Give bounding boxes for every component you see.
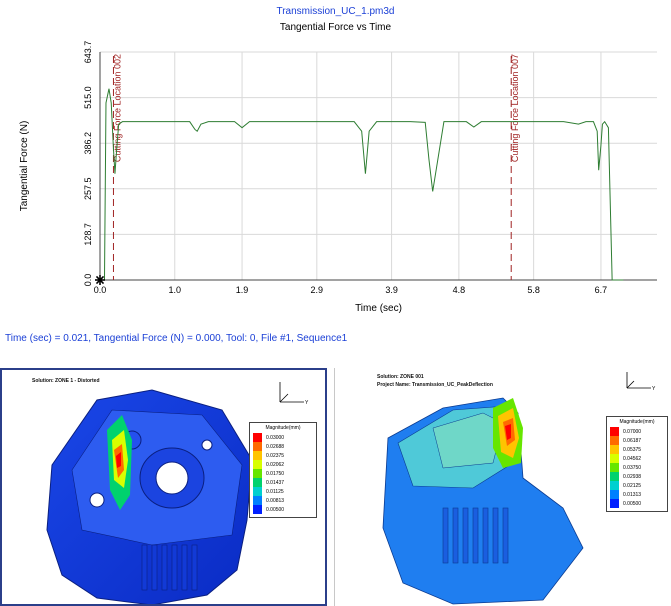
legend-value: 0.04562 [623, 455, 642, 462]
right-axis-triad-icon: Y [626, 372, 656, 392]
legend-row: 0.02688 [250, 442, 316, 451]
left-solution-label: Solution: ZONE 1 - Distorted [32, 378, 100, 384]
legend-value: 0.03000 [266, 434, 285, 441]
cursor-readout: Time (sec) = 0.021, Tangential Force (N)… [5, 333, 348, 344]
x-tick-label: 3.9 [385, 285, 398, 295]
right-color-legend: Magnitude(mm) 0.07000 0.06187 0.05375 0.045… [606, 416, 668, 512]
legend-value: 0.02375 [266, 452, 285, 459]
left-gearbox-render [46, 389, 253, 604]
legend-row: 0.02938 [607, 472, 667, 481]
y-axis-label: Tangential Force (N) [19, 121, 30, 212]
legend-row: 0.02125 [607, 481, 667, 490]
legend-swatch [253, 460, 262, 469]
legend-swatch [610, 490, 619, 499]
legend-swatch [253, 469, 262, 478]
y-tick-label: 386.2 [83, 132, 93, 155]
legend-swatch [253, 478, 262, 487]
file-name-label: Transmission_UC_1.pm3d [276, 6, 395, 17]
left-legend-title: Magnitude(mm) [265, 425, 301, 431]
x-tick-label: 1.0 [169, 285, 182, 295]
y-tick-label: 0.0 [83, 274, 93, 287]
force-time-chart[interactable]: 0.0 1.0 1.9 2.9 3.9 4.8 5.8 6.7 0.0 128.7 257.5 386… [0, 0, 671, 320]
legend-swatch [253, 487, 262, 496]
legend-row: 0.06187 [607, 436, 667, 445]
x-tick-label: 6.7 [595, 285, 608, 295]
legend-row: 0.07000 [607, 427, 667, 436]
y-tick-label: 128.7 [83, 223, 93, 246]
legend-swatch [610, 463, 619, 472]
legend-value: 0.05375 [623, 446, 642, 453]
legend-swatch [610, 472, 619, 481]
right-legend-title: Magnitude(mm) [619, 419, 655, 425]
legend-row: 0.00500 [607, 499, 667, 508]
legend-row: 0.00813 [250, 496, 316, 505]
legend-swatch [610, 445, 619, 454]
legend-row: 0.02062 [250, 460, 316, 469]
left-model-view[interactable]: Solution: ZONE 1 - Distorted Y [0, 368, 327, 606]
legend-swatch [253, 433, 262, 442]
series-line [100, 88, 624, 281]
legend-row: 0.03750 [607, 463, 667, 472]
legend-value: 0.06187 [623, 437, 642, 444]
legend-value: 0.00500 [266, 506, 285, 513]
legend-value: 0.00500 [623, 500, 642, 507]
y-tick-label: 643.7 [83, 41, 93, 64]
left-axis-triad-icon: Y [279, 382, 309, 406]
legend-swatch [253, 505, 262, 514]
legend-swatch [610, 436, 619, 445]
legend-swatch [610, 481, 619, 490]
marker-label: Cutting Force Location 002 [112, 54, 122, 162]
right-model-view[interactable]: Solution: ZONE 001 Project Name: Transmi… [343, 368, 671, 606]
legend-swatch [253, 496, 262, 505]
y-tick-label: 515.0 [83, 86, 93, 109]
legend-value: 0.02688 [266, 443, 285, 450]
legend-value: 0.01125 [266, 488, 284, 495]
right-gearbox-render [382, 397, 584, 605]
legend-value: 0.07000 [623, 428, 642, 435]
view-divider [334, 368, 335, 606]
x-tick-label: 5.8 [527, 285, 540, 295]
legend-row: 0.01125 [250, 487, 316, 496]
marker-label: Cutting Force Location 007 [510, 54, 520, 162]
legend-row: 0.04562 [607, 454, 667, 463]
legend-swatch [610, 499, 619, 508]
legend-row: 0.01313 [607, 490, 667, 499]
legend-swatch [253, 451, 262, 460]
legend-row: 0.05375 [607, 445, 667, 454]
legend-value: 0.02125 [623, 482, 642, 489]
legend-swatch [253, 442, 262, 451]
x-tick-label: 1.9 [236, 285, 249, 295]
legend-row: 0.03000 [250, 433, 316, 442]
legend-value: 0.03750 [623, 464, 642, 471]
x-tick-label: 4.8 [453, 285, 466, 295]
legend-value: 0.02062 [266, 461, 285, 468]
legend-value: 0.01437 [266, 479, 285, 486]
legend-value: 0.02938 [623, 473, 642, 480]
legend-row: 0.00500 [250, 505, 316, 514]
cursor-star-icon[interactable] [95, 275, 105, 285]
legend-value: 0.00813 [266, 497, 285, 504]
legend-swatch [610, 454, 619, 463]
legend-row: 0.01750 [250, 469, 316, 478]
right-project-label: Project Name: Transmission_UC_PeakDeflec… [377, 382, 493, 388]
right-solution-label: Solution: ZONE 001 [377, 374, 424, 380]
x-tick-label: 0.0 [94, 285, 107, 295]
svg-text:Y: Y [305, 400, 309, 406]
x-tick-label: 2.9 [311, 285, 324, 295]
y-tick-label: 257.5 [83, 178, 93, 201]
left-color-legend: Magnitude(mm) 0.03000 0.02688 0.02375 0.020… [249, 422, 317, 518]
legend-row: 0.02375 [250, 451, 316, 460]
legend-value: 0.01750 [266, 470, 285, 477]
legend-value: 0.01313 [623, 491, 642, 498]
legend-swatch [610, 427, 619, 436]
svg-text:Y: Y [652, 386, 656, 392]
legend-row: 0.01437 [250, 478, 316, 487]
chart-title: Tangential Force vs Time [279, 22, 392, 33]
x-axis-label: Time (sec) [355, 303, 402, 314]
